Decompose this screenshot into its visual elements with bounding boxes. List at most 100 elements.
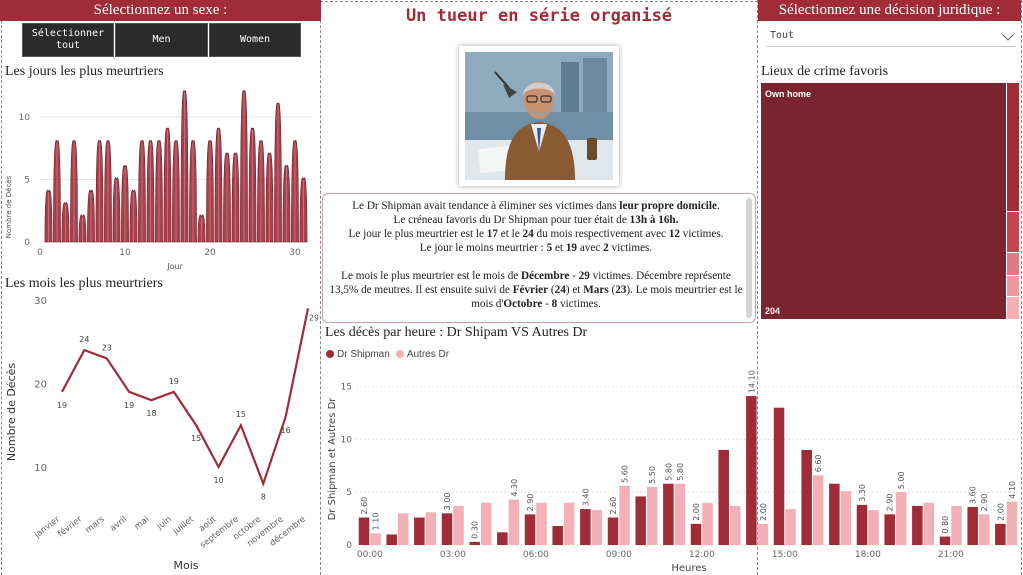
bar-shipman[interactable] [441, 513, 453, 545]
bar-shipman[interactable] [635, 496, 646, 545]
bar-shipman[interactable] [939, 536, 951, 545]
treemap-cell-minor-1[interactable] [1007, 83, 1019, 211]
bar-shipman[interactable] [580, 509, 591, 545]
summary-run: Le mois le plus meurtrier est le mois de [341, 270, 522, 282]
bar-shipman[interactable] [801, 449, 812, 545]
bar-label-shipman: 2.00 [996, 503, 1005, 521]
bar-autres[interactable] [480, 502, 492, 545]
bar-autres[interactable] [646, 486, 658, 545]
bar-label-autres: 5.50 [648, 466, 657, 484]
months-data-label: 16 [281, 426, 291, 435]
bar-autres[interactable] [563, 502, 575, 545]
bar-shipman[interactable] [967, 506, 978, 545]
bar-autres[interactable] [785, 509, 796, 545]
summary-run: Décembre [521, 270, 570, 282]
hours-xtick: 03:00 [440, 550, 466, 560]
bar-label-autres: 6.60 [814, 454, 823, 472]
bar-autres[interactable] [978, 514, 990, 545]
hours-ylabel: Dr Shipman et Autres Dr [327, 397, 338, 521]
bar-autres[interactable] [840, 491, 852, 545]
bar-shipman[interactable] [690, 523, 702, 545]
treemap-cell-minor-5[interactable] [1007, 297, 1019, 319]
hours-xtick: 12:00 [689, 550, 715, 560]
bar-autres[interactable] [757, 523, 769, 545]
bar-shipman[interactable] [552, 525, 563, 545]
sex-option-select-all[interactable]: Sélectionner tout [22, 23, 114, 57]
bar-shipman[interactable] [773, 407, 785, 545]
bar-shipman[interactable] [829, 483, 840, 545]
hours-ytick: 0 [346, 541, 352, 551]
bar-autres[interactable] [923, 502, 935, 545]
treemap-cell-minor-4[interactable] [1007, 276, 1019, 296]
bar-shipman[interactable] [607, 517, 619, 545]
months-category-label: avril [108, 514, 129, 533]
days-chart: 0 5 10 0 10 20 30 Jour Nombre de Décès [5, 90, 312, 271]
hours-xlabel: Heures [671, 563, 706, 574]
bar-autres[interactable] [729, 505, 741, 545]
bar-autres[interactable] [619, 485, 630, 545]
bar-autres[interactable] [812, 475, 824, 545]
bar-autres[interactable] [702, 502, 713, 545]
bar-shipman[interactable] [414, 517, 425, 545]
bar-autres[interactable] [508, 499, 520, 545]
legend-autres: Autres Dr [395, 349, 449, 360]
bar-shipman[interactable] [524, 514, 536, 545]
bar-autres[interactable] [536, 502, 547, 545]
summary-run: 2 [603, 242, 609, 254]
bar-autres[interactable] [453, 505, 464, 545]
months-data-label: 19 [124, 401, 134, 410]
bar-shipman[interactable] [386, 534, 397, 545]
bar-autres[interactable] [1006, 501, 1018, 545]
hours-ytick: 10 [341, 435, 353, 445]
bar-shipman[interactable] [358, 517, 370, 545]
bar-label-shipman: 5.80 [664, 463, 673, 481]
legal-decision-dropdown[interactable]: Tout [766, 26, 1016, 47]
bar-autres[interactable] [674, 483, 686, 545]
summary-run: 29 [578, 270, 590, 282]
bar-label-autres: 2.00 [759, 503, 768, 521]
sex-option-women[interactable]: Women [209, 23, 301, 57]
bar-autres[interactable] [425, 512, 437, 545]
months-category-label: juillet [171, 514, 197, 537]
summary-scrollbar[interactable] [746, 198, 752, 318]
hours-ytick: 5 [346, 488, 352, 498]
summary-run: . [716, 200, 720, 212]
bar-shipman[interactable] [995, 523, 1006, 545]
bar-shipman[interactable] [746, 396, 757, 545]
treemap-cell-minor-3[interactable] [1007, 253, 1019, 275]
bar-label-shipman: 3.00 [443, 493, 452, 511]
bar-autres[interactable] [951, 505, 962, 545]
hours-xtick: 09:00 [606, 550, 632, 560]
months-ylabel: Nombre de Décès [5, 363, 18, 462]
bar-label-shipman: 2.60 [609, 497, 618, 515]
days-xtick: 20 [204, 248, 216, 258]
bar-shipman[interactable] [718, 449, 729, 545]
bar-label-shipman: 0.30 [471, 521, 480, 539]
summary-run: leur propre domicile [619, 200, 717, 212]
bar-autres[interactable] [591, 510, 603, 545]
hours-chart-title: Les décès par heure : Dr Shipam VS Autre… [325, 325, 588, 340]
hours-xtick: 15:00 [772, 550, 798, 560]
chevron-down-icon [1002, 29, 1014, 41]
bar-shipman[interactable] [912, 505, 923, 545]
bar-label-shipman: 3.60 [969, 486, 978, 504]
summary-run: 5 [546, 242, 553, 254]
summary-run: Le jour le plus meurtrier est le [348, 228, 487, 240]
months-category-label: janvier [32, 514, 62, 541]
frame-top [0, 1, 1023, 2]
bar-label-shipman: 0.80 [941, 516, 950, 534]
bar-shipman[interactable] [469, 541, 480, 545]
bar-shipman[interactable] [497, 532, 508, 545]
bar-autres[interactable] [397, 513, 409, 545]
bar-shipman[interactable] [884, 514, 895, 545]
months-xlabel: Mois [173, 559, 198, 572]
bar-autres[interactable] [895, 492, 907, 545]
bar-autres[interactable] [370, 533, 381, 545]
bar-autres[interactable] [868, 510, 879, 545]
sex-option-men[interactable]: Men [115, 23, 208, 57]
bar-shipman[interactable] [663, 483, 674, 545]
treemap-cell-minor-2[interactable] [1007, 212, 1019, 252]
bar-shipman[interactable] [856, 504, 868, 545]
treemap-cell-own-home[interactable]: Own home 204 [761, 83, 1006, 319]
